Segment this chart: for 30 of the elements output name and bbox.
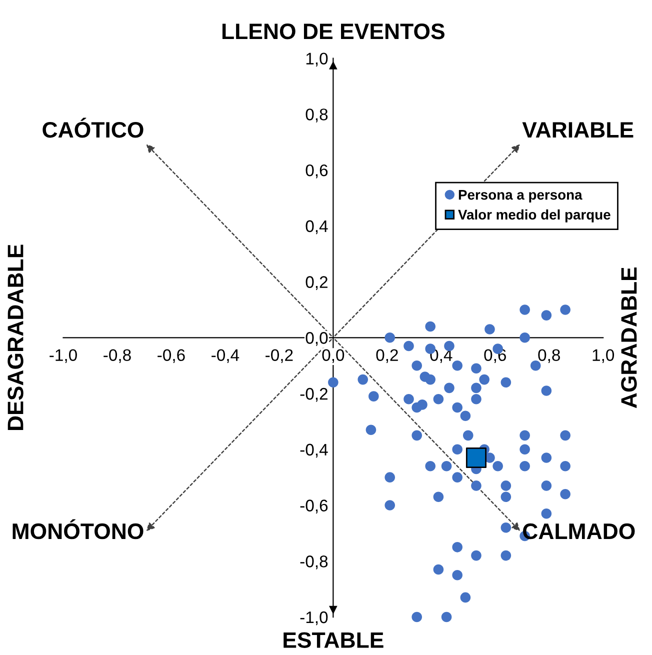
y-tick-label: -0,2 [300,388,328,402]
text: DESAGRADABLE [8,244,24,430]
y-tick-label: 1,0 [306,52,328,66]
annotation: CALMADO [523,523,635,540]
y-tick-label: 0,6 [306,164,328,178]
text: ESTABLE [284,632,384,648]
text: AGRADABLE [621,268,637,408]
x-tick-label: -0,6 [158,349,185,363]
x-tick-label: 0,0 [322,349,344,363]
x-tick-label: 1,0 [592,349,614,363]
x-tick-label: 0,2 [376,349,398,363]
x-tick-label: -1,0 [50,349,77,363]
y-tick-label: 0,8 [306,108,328,122]
x-tick-label: -0,8 [104,349,131,363]
legend-label: Valor medio del parque [458,209,610,222]
x-tick-label: -0,4 [212,349,240,363]
annotation: VARIABLE [522,122,634,138]
y-tick-label: 0,4 [306,220,328,234]
y-tick-label: 0,0 [306,332,328,346]
x-tick-label: -0,2 [266,349,293,363]
x-tick-label: 0,8 [538,349,560,363]
y-tick-label: 0,2 [306,276,328,290]
y-tick-label: -0,8 [300,556,328,570]
y-tick-label: -0,6 [300,500,328,514]
y-tick-label: -0,4 [300,444,328,458]
y-tick-label: -1,0 [300,611,328,626]
text: LLENO DE EVENTOS [222,24,444,40]
annotation: CAÓTICO [42,118,144,138]
annotation: MONÓTONO [12,519,144,540]
legend-label: Persona a persona [458,190,582,202]
